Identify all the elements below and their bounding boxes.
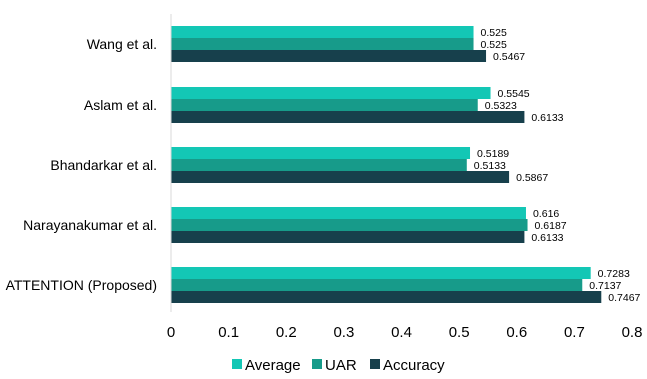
legend-swatch-uar — [312, 359, 322, 369]
data-label-accuracy-4: 0.7467 — [608, 292, 640, 304]
x-tick-label-0: 0 — [167, 324, 175, 341]
data-label-uar-4: 0.7137 — [589, 280, 621, 292]
data-label-uar-2: 0.5133 — [474, 160, 506, 172]
bars-layer — [171, 26, 602, 303]
legend: Average UAR Accuracy — [232, 357, 445, 374]
data-label-accuracy-0: 0.5467 — [493, 51, 525, 63]
data-label-average-3: 0.616 — [533, 208, 559, 220]
x-tick-label-1: 0.1 — [218, 324, 239, 341]
legend-label-average: Average — [245, 357, 301, 374]
category-label-4: ATTENTION (Proposed) — [6, 277, 157, 293]
bar-average-1 — [171, 87, 491, 99]
bar-uar-3 — [171, 219, 528, 231]
bar-uar-0 — [171, 38, 474, 50]
bar-average-4 — [171, 267, 591, 279]
x-tick-label-6: 0.6 — [506, 324, 527, 341]
x-tick-label-4: 0.4 — [391, 324, 412, 341]
bar-uar-4 — [171, 279, 583, 291]
x-tick-label-2: 0.2 — [276, 324, 297, 341]
bar-average-2 — [171, 147, 471, 159]
category-label-2: Bhandarkar et al. — [50, 157, 157, 173]
bar-accuracy-2 — [171, 171, 510, 183]
category-label-3: Narayanakumar et al. — [23, 217, 157, 233]
bar-uar-1 — [171, 99, 478, 111]
bar-uar-2 — [171, 159, 467, 171]
data-label-average-0: 0.525 — [481, 27, 507, 39]
data-label-accuracy-1: 0.6133 — [531, 112, 563, 124]
legend-label-accuracy: Accuracy — [383, 357, 445, 374]
data-label-uar-3: 0.6187 — [535, 220, 567, 232]
bar-accuracy-0 — [171, 50, 487, 62]
x-tick-label-5: 0.5 — [449, 324, 470, 341]
category-label-0: Wang et al. — [87, 36, 157, 52]
bar-average-3 — [171, 207, 526, 219]
x-tick-label-7: 0.7 — [564, 324, 585, 341]
x-tick-label-8: 0.8 — [622, 324, 643, 341]
data-label-average-2: 0.5189 — [477, 148, 509, 160]
bar-average-0 — [171, 26, 474, 38]
legend-swatch-accuracy — [370, 359, 380, 369]
legend-label-uar: UAR — [325, 357, 357, 374]
data-label-accuracy-2: 0.5867 — [516, 172, 548, 184]
bar-accuracy-1 — [171, 111, 525, 123]
data-label-uar-1: 0.5323 — [485, 100, 517, 112]
data-labels-layer: 0.5250.5250.54670.55450.53230.61330.5189… — [474, 27, 641, 304]
bar-accuracy-3 — [171, 231, 525, 243]
data-label-uar-0: 0.525 — [481, 39, 507, 51]
legend-swatch-average — [232, 359, 242, 369]
data-label-average-1: 0.5545 — [498, 88, 530, 100]
category-label-1: Aslam et al. — [84, 97, 157, 113]
bar-accuracy-4 — [171, 291, 602, 303]
data-label-accuracy-3: 0.6133 — [531, 232, 563, 244]
x-tick-label-3: 0.3 — [333, 324, 354, 341]
axes: Wang et al. Aslam et al. Bhandarkar et al.… — [6, 14, 643, 341]
data-label-average-4: 0.7283 — [598, 268, 630, 280]
